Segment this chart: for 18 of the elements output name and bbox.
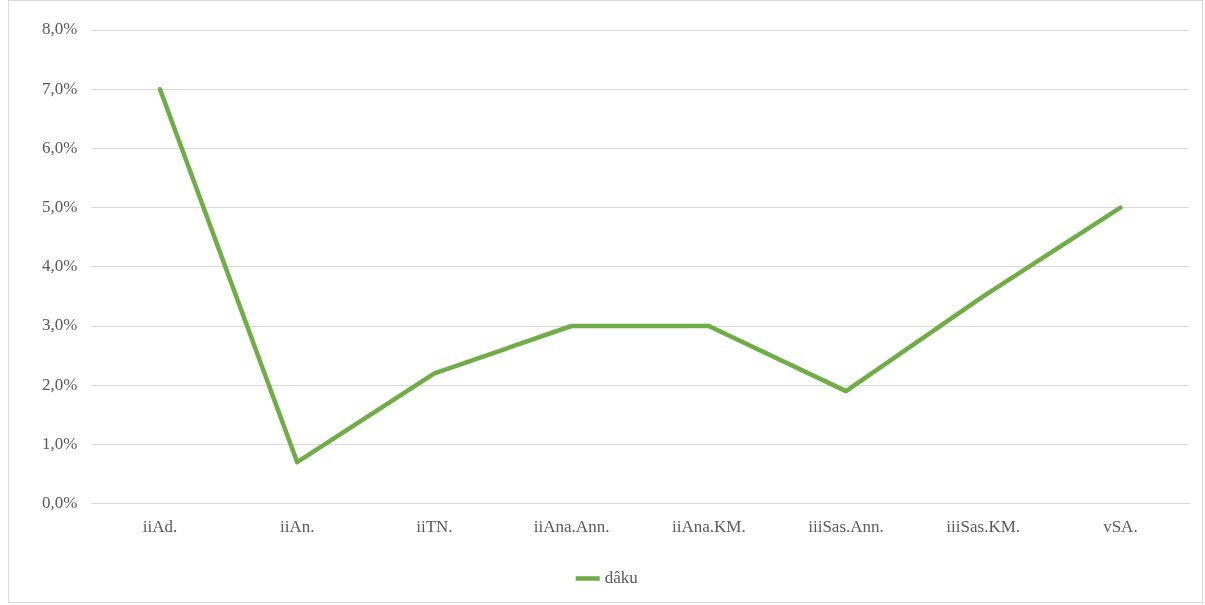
y-tick-label: 4,0%	[41, 256, 78, 276]
x-tick-label: iiiSas.Ann.	[808, 517, 884, 537]
x-tick-label: vSA.	[1103, 517, 1138, 537]
x-tick-label: iiAd.	[142, 517, 178, 537]
y-tick-label: 5,0%	[41, 197, 78, 217]
y-tick-label: 7,0%	[41, 78, 78, 98]
y-tick-label: 1,0%	[41, 433, 78, 453]
x-tick-label: iiTN.	[416, 517, 453, 537]
x-tick-label: iiAna.Ann.	[533, 517, 610, 537]
x-tick-label: iiAna.KM.	[671, 517, 746, 537]
y-tick-label: 6,0%	[41, 137, 78, 157]
x-tick-label: iiAn.	[279, 517, 315, 537]
y-tick-label: 2,0%	[41, 374, 78, 394]
y-tick-label: 0,0%	[41, 493, 78, 513]
legend-label: dâku	[604, 567, 639, 587]
y-tick-label: 3,0%	[41, 315, 78, 335]
y-tick-label: 8,0%	[41, 19, 78, 39]
x-tick-label: iiiSas.KM.	[946, 517, 1021, 537]
